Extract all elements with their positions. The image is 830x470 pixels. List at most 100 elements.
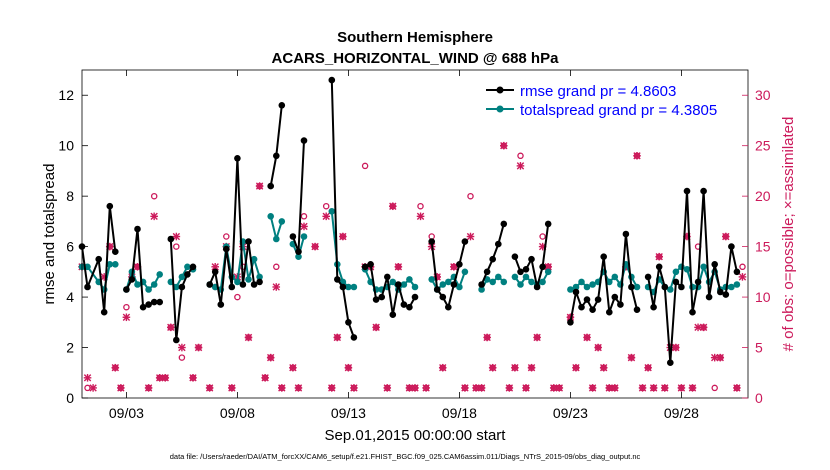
rmse-point bbox=[461, 238, 469, 245]
totalspread-point bbox=[461, 268, 469, 276]
rmse-point bbox=[711, 261, 718, 268]
rmse-point bbox=[350, 334, 358, 341]
rmse-point bbox=[694, 278, 702, 286]
rmse-point bbox=[611, 293, 619, 301]
obs-assimilated-point bbox=[272, 283, 281, 291]
obs-assimilated-point bbox=[594, 343, 602, 352]
totalspread-point bbox=[517, 281, 524, 288]
obs-assimilated-point bbox=[394, 263, 403, 271]
rmse-point bbox=[289, 233, 297, 240]
obs-assimilated-point bbox=[533, 333, 541, 342]
rmse-point bbox=[100, 308, 108, 316]
rmse-point bbox=[433, 286, 441, 293]
obs-assimilated-point bbox=[483, 333, 491, 342]
obs-assimilated-point bbox=[422, 384, 430, 392]
rmse-point bbox=[511, 253, 519, 260]
obs-assimilated-point bbox=[300, 222, 308, 231]
rmse-point bbox=[256, 278, 263, 286]
rmse-point bbox=[300, 137, 308, 144]
y-tick-label: 4 bbox=[66, 289, 74, 305]
obs-assimilated-point bbox=[527, 363, 536, 372]
obs-assimilated-point bbox=[83, 374, 92, 382]
obs-possible-point bbox=[539, 233, 546, 240]
y-tick-label: 0 bbox=[66, 390, 74, 406]
rmse-point bbox=[411, 293, 419, 301]
legend-box bbox=[481, 78, 739, 120]
rmse-point bbox=[500, 220, 508, 228]
totalspread-point bbox=[633, 283, 641, 291]
rmse-point bbox=[206, 281, 213, 288]
rmse-point bbox=[517, 268, 524, 276]
totalspread-point bbox=[178, 273, 186, 281]
obs-assimilated-point bbox=[638, 384, 647, 392]
obs-assimilated-point bbox=[660, 384, 669, 392]
rmse-point bbox=[273, 152, 280, 160]
totalspread-point bbox=[489, 278, 497, 286]
obs-assimilated-point bbox=[733, 384, 741, 392]
totalspread-point bbox=[683, 266, 691, 273]
obs-assimilated-point bbox=[583, 333, 591, 342]
obs-assimilated-point bbox=[505, 384, 514, 392]
rmse-point bbox=[678, 283, 685, 291]
obs-possible-point bbox=[739, 263, 746, 271]
rmse-point bbox=[378, 293, 386, 301]
totalspread-point bbox=[478, 286, 485, 293]
totalspread-point bbox=[667, 286, 674, 293]
plot-frame bbox=[81, 69, 749, 399]
obs-assimilated-point bbox=[178, 343, 186, 352]
rmse-point bbox=[84, 283, 91, 291]
obs-possible-point bbox=[178, 354, 186, 361]
rmse-point bbox=[334, 276, 341, 283]
obs-assimilated-point bbox=[549, 384, 558, 392]
obs-assimilated-point bbox=[572, 363, 580, 372]
totalspread-point bbox=[728, 283, 735, 291]
x-tick-label: 09/23 bbox=[553, 405, 588, 421]
obs-assimilated-point bbox=[89, 384, 97, 392]
obs-assimilated-point bbox=[466, 232, 475, 241]
totalspread-point bbox=[150, 281, 158, 288]
totalspread-point bbox=[184, 263, 191, 271]
rmse-point bbox=[683, 187, 691, 195]
obs-possible-point bbox=[123, 303, 130, 311]
rmse-point bbox=[367, 261, 374, 268]
obs-assimilated-point bbox=[722, 232, 730, 241]
totalspread-point bbox=[328, 208, 336, 215]
rmse-point bbox=[606, 308, 613, 316]
y-tick-label: 2 bbox=[66, 340, 74, 356]
rmse-point bbox=[239, 281, 247, 288]
rmse-point bbox=[722, 291, 730, 298]
rmse-point bbox=[245, 238, 252, 245]
obs-assimilated-point bbox=[261, 374, 269, 382]
chart-subtitle: ACARS_HORIZONTAL_WIND @ 688 hPa bbox=[272, 50, 560, 67]
rmse-point bbox=[445, 303, 452, 311]
obs-assimilated-point bbox=[511, 363, 519, 372]
rmse-point bbox=[428, 238, 436, 245]
totalspread-point bbox=[245, 276, 252, 283]
obs-assimilated-point bbox=[228, 384, 236, 392]
rmse-point bbox=[628, 283, 635, 291]
y-tick-label: 8 bbox=[66, 188, 74, 204]
totalspread-point bbox=[406, 276, 413, 283]
totalspread-point bbox=[350, 283, 358, 291]
legend-spread-label: totalspread grand pr = 4.3805 bbox=[520, 102, 717, 119]
rmse-point bbox=[661, 283, 669, 291]
obs-assimilated-point bbox=[588, 384, 597, 392]
rmse-point bbox=[372, 296, 380, 303]
obs-assimilated-point bbox=[167, 323, 175, 332]
totalspread-point bbox=[672, 268, 680, 276]
rmse-point bbox=[539, 263, 546, 271]
rmse-point bbox=[489, 255, 497, 263]
rmse-point bbox=[278, 102, 286, 109]
totalspread-point bbox=[389, 278, 397, 286]
rmse-point bbox=[228, 283, 236, 291]
rmse-point bbox=[600, 253, 607, 260]
totalspread-point bbox=[572, 283, 580, 291]
obs-assimilated-point bbox=[266, 353, 275, 362]
obs-assimilated-point bbox=[289, 363, 297, 372]
obs-assimilated-point bbox=[144, 384, 153, 392]
totalspread-point bbox=[733, 281, 741, 288]
obs-assimilated-point bbox=[389, 202, 397, 211]
y2-tick-label: 15 bbox=[755, 239, 771, 255]
y-axis-label: rmse and totalspread bbox=[41, 164, 58, 305]
